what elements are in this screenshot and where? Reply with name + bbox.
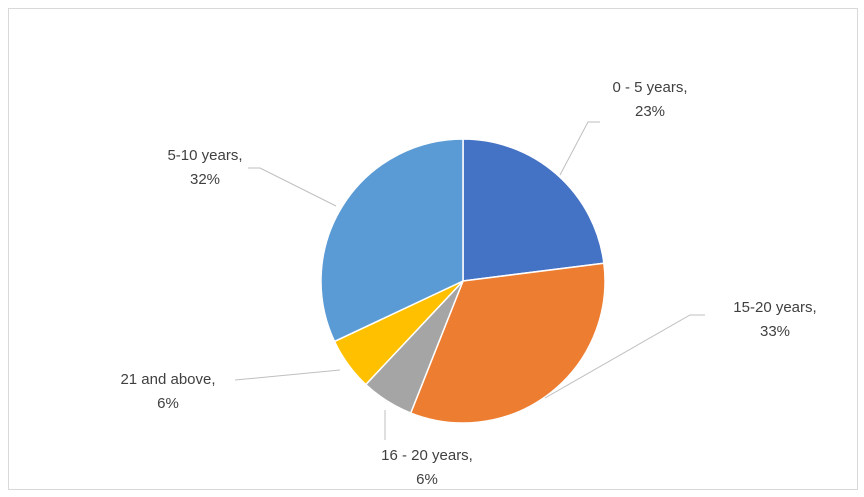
data-label-category: 21 and above, xyxy=(120,371,215,388)
pie-slice xyxy=(409,262,606,424)
data-label-value: 6% xyxy=(157,395,179,412)
pie-slice xyxy=(462,138,605,282)
data-label-category: 5-10 years, xyxy=(167,147,242,164)
data-label-value: 6% xyxy=(416,471,438,488)
data-label-value: 33% xyxy=(760,323,790,340)
data-label-category: 16 - 20 years, xyxy=(381,447,473,464)
data-label-value: 32% xyxy=(190,171,220,188)
leader-line xyxy=(234,369,341,381)
leader-line xyxy=(544,314,705,399)
leader-line xyxy=(559,121,600,176)
data-label-category: 0 - 5 years, xyxy=(612,79,687,96)
data-label-value: 23% xyxy=(635,103,665,120)
data-label-category: 15-20 years, xyxy=(733,299,816,316)
leader-line xyxy=(248,167,337,207)
pie-slice xyxy=(320,138,464,343)
